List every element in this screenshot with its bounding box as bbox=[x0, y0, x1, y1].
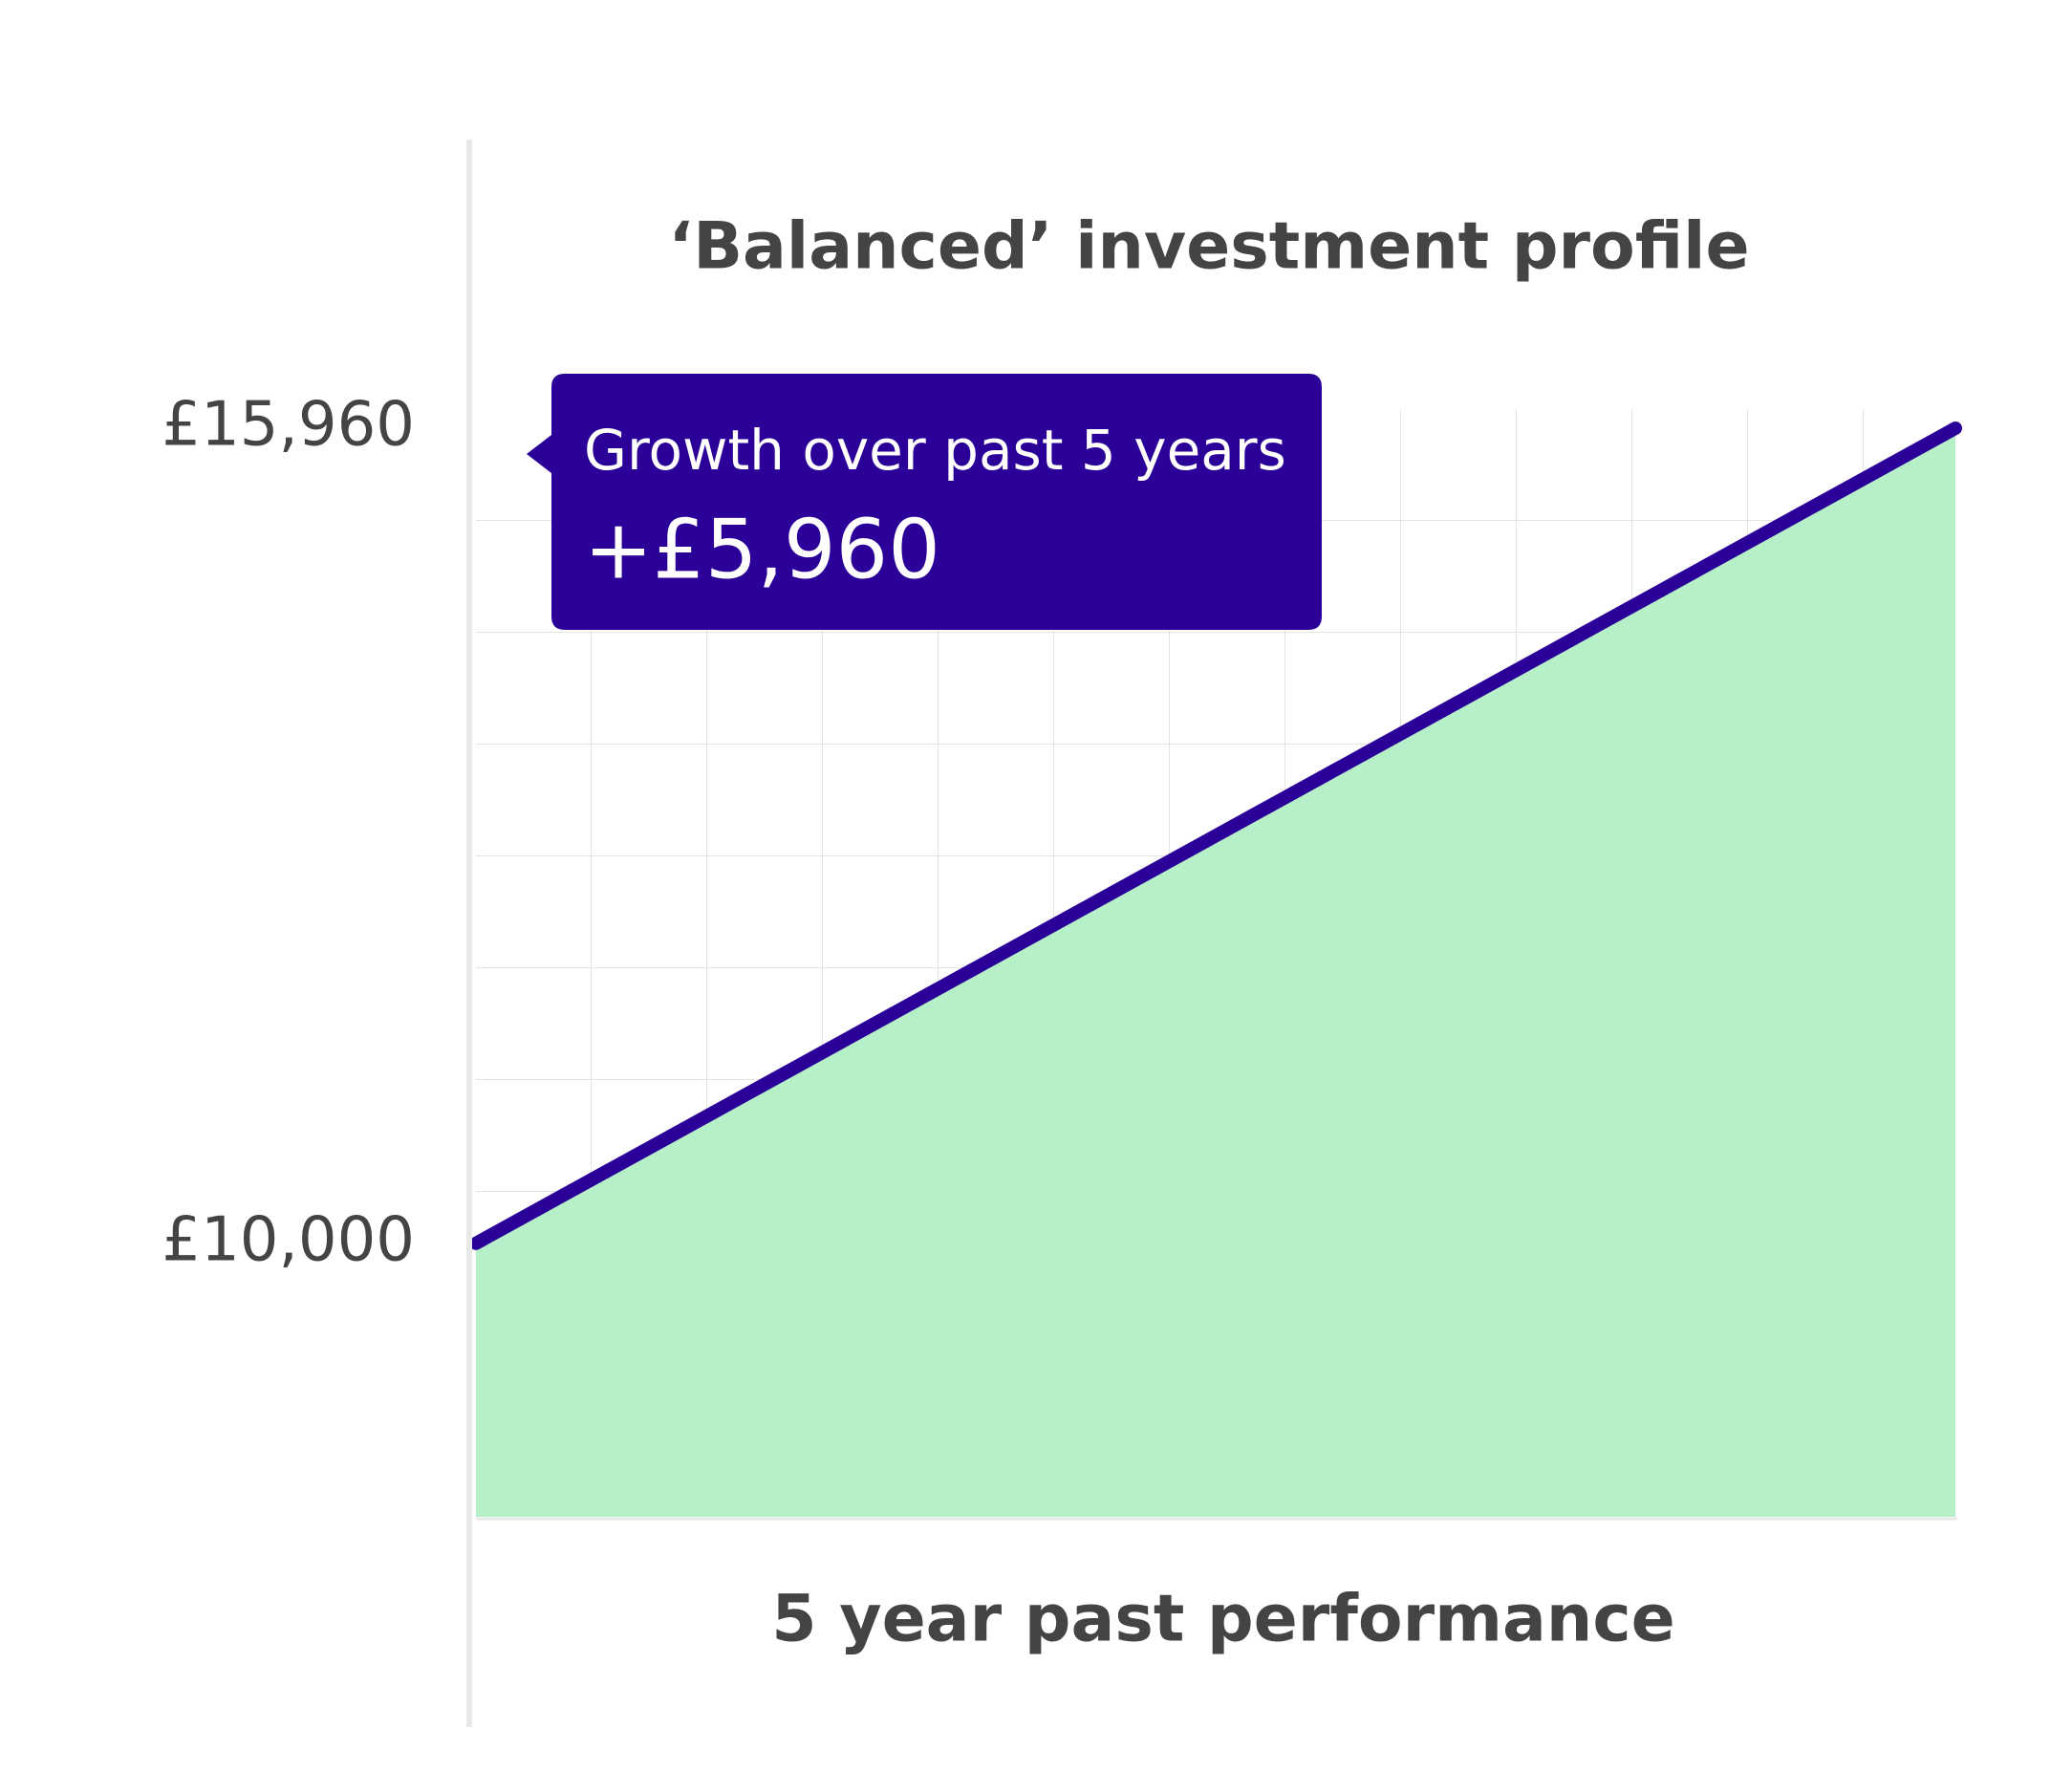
y-tick-label: £10,000 bbox=[162, 1204, 415, 1275]
tooltip-value: +£5,960 bbox=[584, 502, 940, 597]
tooltip: Growth over past 5 years +£5,960 bbox=[527, 374, 1322, 630]
x-axis-label: 5 year past performance bbox=[771, 1582, 1675, 1657]
chart-title: ‘Balanced’ investment profile bbox=[668, 209, 1749, 285]
line bbox=[469, 422, 1962, 1250]
tooltip-title: Growth over past 5 years bbox=[584, 418, 1286, 483]
tooltip-box bbox=[527, 374, 1322, 630]
area-fill bbox=[476, 428, 1955, 1517]
y-tick-label: £15,960 bbox=[162, 390, 415, 461]
